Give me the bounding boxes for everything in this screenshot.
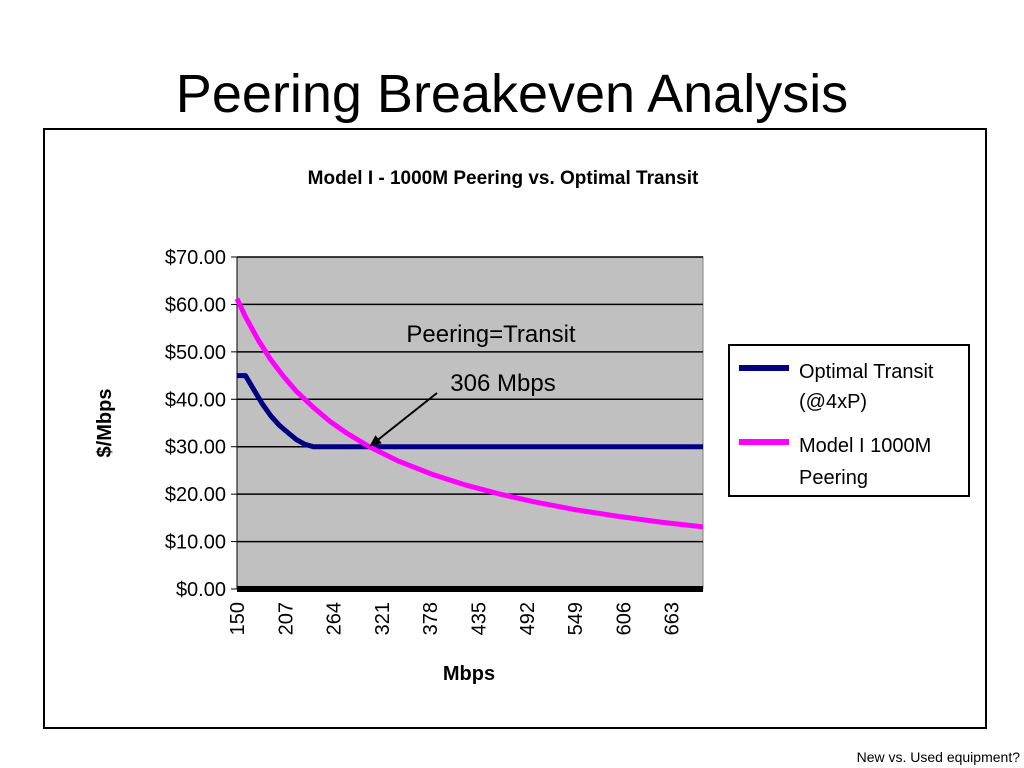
x-tick-label: 378: [420, 602, 442, 635]
y-tick-label: $10.00: [165, 532, 226, 554]
slide-title: Peering Breakeven Analysis: [175, 64, 849, 124]
plot-area: [236, 256, 704, 590]
chart-frame: Model I - 1000M Peering vs. Optimal Tran…: [43, 128, 987, 729]
y-axis-ticks: $0.00 $10.00 $20.00 $30.00 $40.00 $50.00 $60.0…: [165, 247, 237, 601]
y-axis-label: $/Mbps: [94, 389, 116, 458]
footnote: New vs. Used equipment?: [856, 749, 1020, 765]
y-tick-label: $70.00: [165, 247, 226, 269]
y-tick-label: $40.00: [165, 389, 226, 411]
legend-label-optimal-transit-line2: (@4xP): [799, 391, 867, 413]
series-line-0: [237, 373, 703, 450]
legend-label-peering-line2: Peering: [799, 467, 868, 489]
x-tick-label: 435: [468, 602, 490, 635]
x-tick-label: 549: [565, 602, 587, 635]
x-tick-label: 150: [227, 602, 249, 635]
y-tick-label: $50.00: [165, 342, 226, 364]
y-tick-label: $30.00: [165, 437, 226, 459]
x-axis-label: Mbps: [443, 663, 495, 685]
annotation-arrowhead: [369, 435, 382, 447]
x-tick-label: 492: [517, 602, 539, 635]
y-tick-label: $0.00: [176, 579, 226, 601]
x-tick-label: 663: [662, 602, 684, 635]
x-tick-label: 264: [324, 602, 346, 635]
y-tick-label: $60.00: [165, 294, 226, 316]
x-tick-label: 606: [613, 602, 635, 635]
annotation-label-line2: 306 Mbps: [450, 370, 555, 397]
y-tick-label: $20.00: [165, 484, 226, 506]
chart-title: Model I - 1000M Peering vs. Optimal Tran…: [308, 168, 699, 189]
legend-label-optimal-transit-line1: Optimal Transit: [799, 361, 934, 383]
annotation-label-line1: Peering=Transit: [406, 321, 576, 348]
legend-label-peering-line1: Model I 1000M: [799, 435, 931, 457]
breakeven-annotation: Peering=Transit 306 Mbps: [369, 321, 576, 447]
x-tick-label: 321: [372, 602, 394, 635]
x-tick-label: 207: [275, 602, 297, 635]
chart-svg: Model I - 1000M Peering vs. Optimal Tran…: [94, 168, 970, 685]
legend: Optimal Transit (@4xP) Model I 1000M Pee…: [728, 344, 970, 497]
annotation-arrow: [377, 392, 438, 441]
x-axis-ticks: 150 207 264 321 378 435 492 549 606 663: [227, 602, 684, 635]
